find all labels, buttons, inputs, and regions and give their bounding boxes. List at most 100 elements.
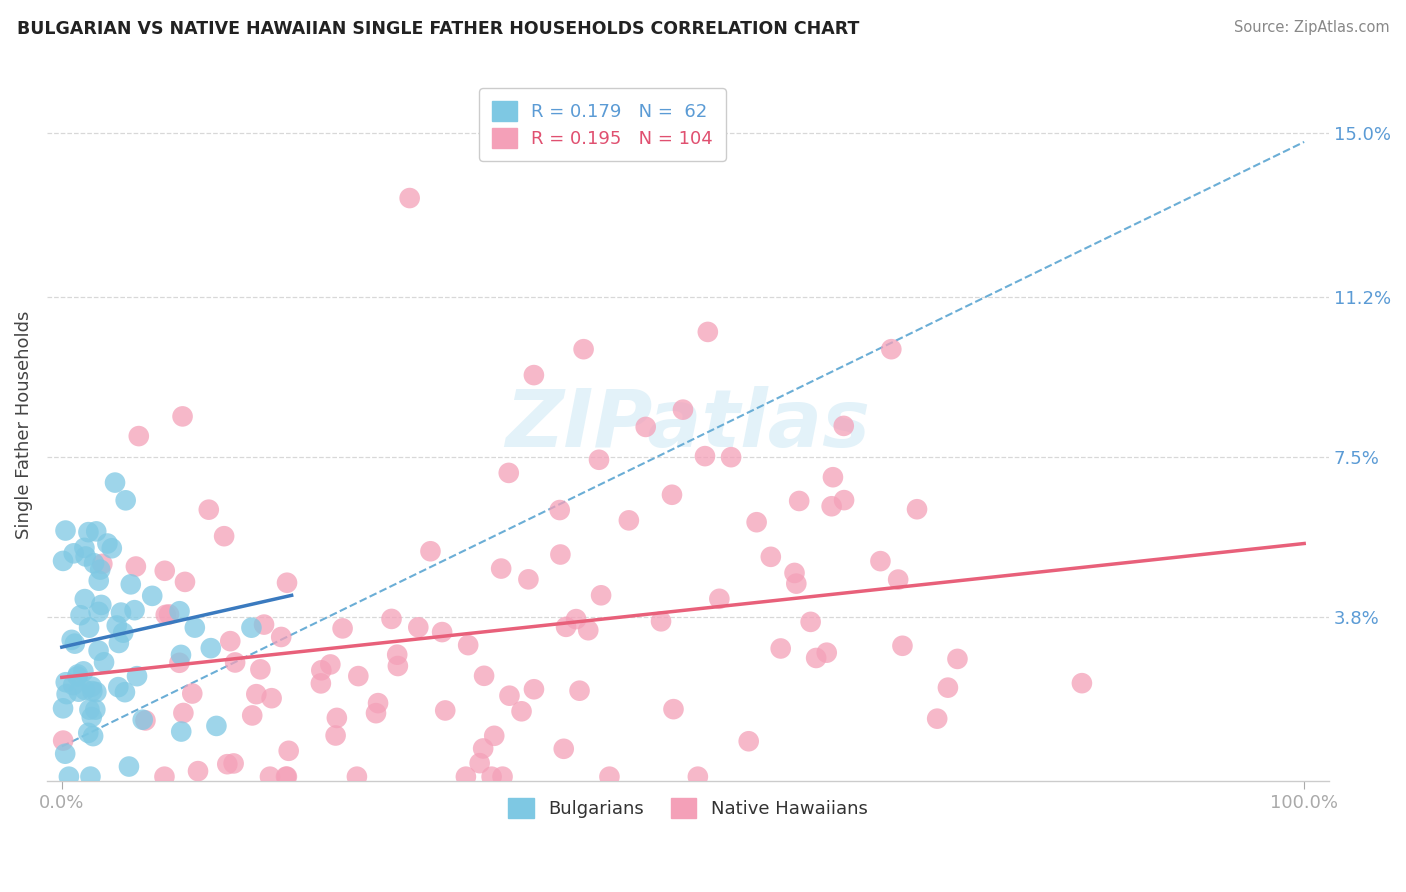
Point [66,669,89,683]
Point [222,756,245,771]
Point [832,418,855,433]
Point [73,592,96,607]
Point [398,191,420,205]
Point [326,711,349,725]
Point [118,759,141,773]
Point [87,643,110,657]
Point [55,687,77,701]
Point [181,686,204,700]
Point [82,684,104,698]
Point [555,620,578,634]
Point [80,710,103,724]
Point [253,617,276,632]
Point [93,655,115,669]
Point [120,577,142,591]
Point [565,612,588,626]
Point [408,620,430,634]
Point [125,669,148,683]
Point [245,687,267,701]
Point [696,325,718,339]
Point [419,544,441,558]
Point [523,368,546,383]
Point [82,729,104,743]
Point [83,556,105,570]
Point [114,685,136,699]
Point [212,529,235,543]
Point [347,669,370,683]
Point [332,621,354,635]
Point [153,564,176,578]
Point [277,744,299,758]
Point [311,663,333,677]
Point [77,525,100,540]
Point [105,618,128,632]
Point [634,420,657,434]
Point [517,572,540,586]
Point [75,549,97,564]
Point [498,466,520,480]
Point [661,488,683,502]
Point [62,678,84,692]
Point [553,741,575,756]
Point [79,703,101,717]
Point [58,770,80,784]
Point [77,726,100,740]
Point [66,667,89,681]
Point [69,608,91,623]
Point [108,636,131,650]
Point [90,598,112,612]
Point [169,604,191,618]
Point [124,603,146,617]
Point [274,770,297,784]
Point [430,625,453,640]
Point [548,503,571,517]
Point [107,680,129,694]
Point [132,713,155,727]
Point [174,574,197,589]
Point [169,656,191,670]
Point [1070,676,1092,690]
Point [205,719,228,733]
Point [172,409,194,424]
Point [568,683,591,698]
Point [869,554,891,568]
Point [153,770,176,784]
Point [270,630,292,644]
Point [276,575,298,590]
Point [380,612,402,626]
Point [498,689,520,703]
Point [91,557,114,571]
Point [598,770,620,784]
Point [72,665,94,679]
Point [481,770,503,784]
Point [745,515,768,529]
Point [52,733,75,747]
Point [84,703,107,717]
Point [936,681,959,695]
Point [576,624,599,638]
Point [720,450,742,465]
Point [887,573,910,587]
Point [617,513,640,527]
Point [650,615,672,629]
Point [759,549,782,564]
Point [217,757,239,772]
Point [815,646,838,660]
Point [60,632,83,647]
Point [172,706,194,720]
Point [785,576,807,591]
Point [84,524,107,539]
Point [240,621,263,635]
Point [114,493,136,508]
Point [489,561,512,575]
Point [157,607,180,622]
Point [709,591,731,606]
Point [472,669,495,683]
Point [55,524,77,538]
Point [96,536,118,550]
Point [891,639,914,653]
Point [364,706,387,721]
Point [434,703,457,717]
Point [693,449,716,463]
Point [472,741,495,756]
